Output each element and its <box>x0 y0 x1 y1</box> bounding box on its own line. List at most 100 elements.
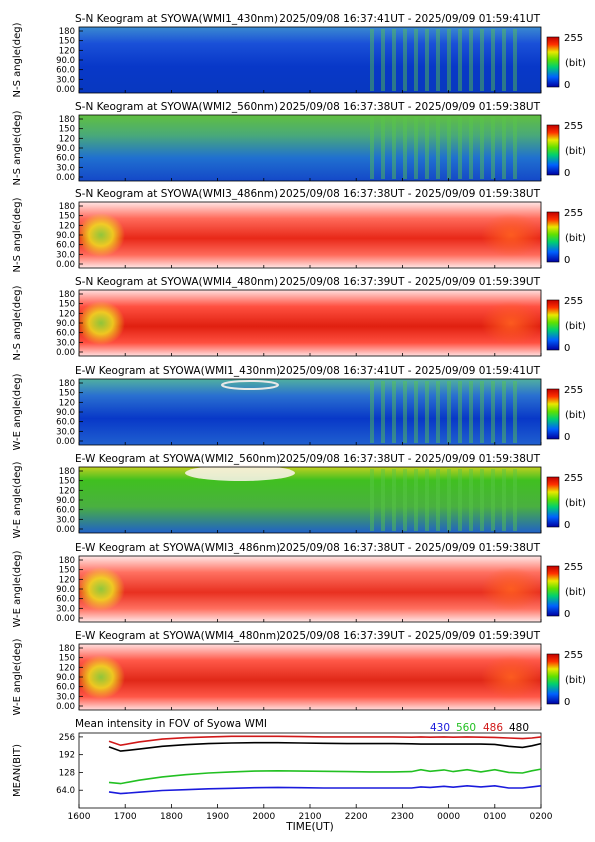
colorbar-max-label: 255 <box>564 473 583 484</box>
keogram-panel: S-N Keogram at SYOWA(WMI3_486nm) 2025/09/… <box>12 188 586 273</box>
y-tick-label: 60.0 <box>56 154 75 164</box>
panel-time-range: 2025/09/08 16:37:41UT - 2025/09/09 01:59… <box>279 365 540 377</box>
y-tick-label: 90.0 <box>56 319 75 329</box>
x-tick-label: 1600 <box>68 812 91 822</box>
y-tick-label: 0.00 <box>56 614 75 624</box>
colorbar-unit-label: (bit) <box>565 233 586 244</box>
colorbar-min-label: 0 <box>564 432 570 443</box>
colorbar <box>546 565 560 617</box>
y-axis-label: W-E angle(deg) <box>12 373 23 450</box>
heatmap-feature <box>436 117 440 179</box>
colorbar <box>546 299 560 351</box>
keogram-panel: E-W Keogram at SYOWA(WMI1_430nm) 2025/09/… <box>12 365 586 450</box>
y-tick-label: 60.0 <box>56 683 75 693</box>
x-tick-label: 2000 <box>252 812 275 822</box>
heatmap-feature <box>469 29 473 91</box>
y-tick-label: 120 <box>59 398 75 408</box>
y-tick-label: 150 <box>59 125 75 135</box>
colorbar <box>546 211 560 263</box>
heatmap-feature <box>392 117 396 179</box>
heatmap-feature <box>381 29 385 91</box>
x-tick-label: 2200 <box>345 812 368 822</box>
y-tick-label: 180 <box>59 379 75 389</box>
panel-title: S-N Keogram at SYOWA(WMI4_480nm) <box>75 276 278 288</box>
colorbar-max-label: 255 <box>564 562 583 573</box>
heatmap-feature <box>469 381 473 443</box>
y-tick-label: 0.00 <box>56 525 75 535</box>
y-tick-label: 128 <box>59 768 75 778</box>
x-axis-label: TIME(UT) <box>285 821 334 833</box>
colorbar-unit-label: (bit) <box>565 410 586 421</box>
heatmap-feature <box>481 567 541 611</box>
colorbar-unit-label: (bit) <box>565 58 586 69</box>
heatmap-image <box>79 379 541 445</box>
heatmap-feature <box>403 29 407 91</box>
y-tick-label: 90.0 <box>56 408 75 418</box>
y-axis-label: W-E angle(deg) <box>12 461 23 538</box>
heatmap-feature <box>403 117 407 179</box>
heatmap-feature <box>392 381 396 443</box>
y-tick-label: 150 <box>59 37 75 47</box>
y-tick-label: 60.0 <box>56 241 75 251</box>
heatmap-feature <box>458 117 462 179</box>
y-tick-label: 120 <box>59 663 75 673</box>
legend-entry: 560 <box>456 722 476 734</box>
heatmap-feature <box>513 381 517 443</box>
y-tick-label: 30.0 <box>56 250 75 260</box>
colorbar-min-label: 0 <box>564 255 570 266</box>
colorbar-max-label: 255 <box>564 385 583 396</box>
heatmap-feature <box>502 29 506 91</box>
y-tick-label: 180 <box>59 115 75 125</box>
heatmap-feature <box>425 29 429 91</box>
panel-time-range: 2025/09/08 16:37:41UT - 2025/09/09 01:59… <box>279 13 540 25</box>
heatmap-feature <box>185 465 295 481</box>
keogram-panel: S-N Keogram at SYOWA(WMI1_430nm) 2025/09/… <box>12 13 586 98</box>
colorbar <box>546 476 560 528</box>
heatmap-feature <box>480 117 484 179</box>
heatmap-feature <box>414 381 418 443</box>
y-axis-label: N-S angle(deg) <box>12 22 23 97</box>
heatmap-feature <box>436 29 440 91</box>
heatmap-feature <box>469 469 473 531</box>
y-tick-label: 60.0 <box>56 506 75 516</box>
panel-title: S-N Keogram at SYOWA(WMI3_486nm) <box>75 188 278 200</box>
y-tick-label: 30.0 <box>56 692 75 702</box>
panel-time-range: 2025/09/08 16:37:38UT - 2025/09/09 01:59… <box>279 542 540 554</box>
series-line-480 <box>108 741 542 752</box>
heatmap-feature <box>436 381 440 443</box>
colorbar-max-label: 255 <box>564 33 583 44</box>
y-tick-label: 90.0 <box>56 496 75 506</box>
y-tick-label: 180 <box>59 556 75 566</box>
y-tick-label: 0.00 <box>56 260 75 270</box>
colorbar-min-label: 0 <box>564 520 570 531</box>
y-tick-label: 180 <box>59 27 75 37</box>
heatmap-feature <box>447 381 451 443</box>
y-tick-label: 0.00 <box>56 702 75 712</box>
y-tick-label: 30.0 <box>56 338 75 348</box>
y-axis-label: MEAN(BIT) <box>12 744 23 797</box>
y-tick-label: 60.0 <box>56 595 75 605</box>
heatmap-feature <box>502 381 506 443</box>
x-tick-label: 1700 <box>114 812 137 822</box>
y-tick-label: 192 <box>59 751 75 761</box>
keogram-panel: S-N Keogram at SYOWA(WMI4_480nm) 2025/09/… <box>12 276 586 361</box>
colorbar-min-label: 0 <box>564 80 570 91</box>
colorbar-unit-label: (bit) <box>565 498 586 509</box>
x-tick-label: 2300 <box>391 812 414 822</box>
y-tick-label: 64.0 <box>56 786 75 796</box>
y-tick-label: 90.0 <box>56 231 75 241</box>
y-tick-label: 150 <box>59 566 75 576</box>
heatmap-feature <box>425 117 429 179</box>
panel-time-range: 2025/09/08 16:37:39UT - 2025/09/09 01:59… <box>279 276 540 288</box>
colorbar <box>546 36 560 88</box>
heatmap-feature <box>425 381 429 443</box>
heatmap-feature <box>491 469 495 531</box>
y-tick-label: 30.0 <box>56 515 75 525</box>
y-tick-label: 30.0 <box>56 427 75 437</box>
heatmap-image <box>79 27 541 93</box>
colorbar-min-label: 0 <box>564 168 570 179</box>
y-tick-label: 150 <box>59 477 75 487</box>
heatmap-feature <box>436 469 440 531</box>
y-axis-label: N-S angle(deg) <box>12 110 23 185</box>
